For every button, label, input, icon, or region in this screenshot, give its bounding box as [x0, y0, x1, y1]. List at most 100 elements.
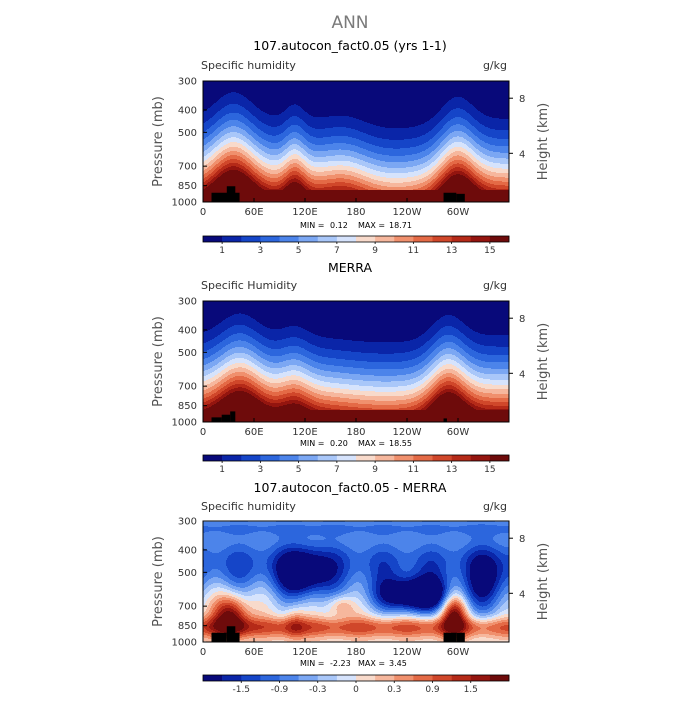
colorbar-label: 3 [258, 465, 264, 475]
max-label: MAX = [358, 439, 385, 448]
colorbar-swatch [490, 236, 509, 242]
chart-panel-1: 107.autocon_fact0.05 (yrs 1-1) Specific h… [151, 38, 551, 256]
field-label: Specific Humidity [201, 279, 298, 292]
x-tick-label: 180 [346, 207, 365, 218]
colorbar-label: 11 [408, 465, 419, 475]
y-tick-label: 300 [178, 297, 197, 308]
y-tick-label: 700 [178, 382, 197, 393]
chart-title: 107.autocon_fact0.05 (yrs 1-1) [253, 38, 447, 53]
colorbar-swatch [394, 236, 413, 242]
right-axis-title: Height (km) [536, 323, 551, 400]
height-tick-label: 4 [519, 369, 525, 380]
colorbar-swatch [280, 455, 299, 461]
units-label: g/kg [483, 500, 507, 513]
x-tick-label: 120E [292, 427, 317, 438]
min-label: MIN = [300, 439, 325, 448]
colorbar-swatch [299, 236, 318, 242]
height-tick-label: 4 [519, 149, 525, 160]
colorbar-swatch [394, 455, 413, 461]
colorbar-swatch [260, 455, 279, 461]
min-label: MIN = [300, 221, 325, 230]
chart-panel-3: 107.autocon_fact0.05 - MERRA Specific hum… [151, 480, 551, 695]
x-tick-label: 120W [393, 427, 422, 438]
height-tick-label: 8 [519, 94, 525, 105]
units-label: g/kg [483, 59, 507, 72]
max-value: 18.55 [389, 439, 412, 448]
min-value: 0.20 [330, 439, 348, 448]
chart-title: MERRA [328, 260, 373, 275]
x-tick-label: 60W [447, 207, 470, 218]
colorbar-swatch [490, 455, 509, 461]
colorbar-label: 7 [334, 246, 340, 256]
colorbar-label: 1 [219, 246, 225, 256]
colorbar-swatch [375, 236, 394, 242]
y-axis-title: Pressure (mb) [151, 316, 166, 407]
terrain-block [212, 193, 229, 202]
colorbar-swatch [356, 236, 375, 242]
terrain-block [234, 193, 240, 202]
x-tick-label: 120W [393, 207, 422, 218]
y-tick-label: 700 [178, 162, 197, 173]
colorbar-label: 13 [446, 465, 457, 475]
y-tick-label: 1000 [172, 198, 197, 209]
terrain-block [222, 415, 231, 422]
colorbar-swatch [413, 455, 432, 461]
colorbar-swatch [471, 236, 490, 242]
height-tick-label: 8 [519, 314, 525, 325]
terrain-block [444, 193, 457, 202]
y-tick-label: 850 [178, 401, 197, 412]
y-tick-label: 400 [178, 105, 197, 116]
max-label: MAX = [358, 221, 385, 230]
y-tick-label: 850 [178, 181, 197, 192]
field-label: Specific humidity [201, 59, 296, 72]
heatmap-raster [203, 301, 509, 422]
y-tick-label: 300 [178, 77, 197, 88]
colorbar-swatch [337, 236, 356, 242]
x-tick-label: 60E [244, 427, 263, 438]
terrain-block [230, 411, 235, 422]
colorbar-swatch [222, 455, 241, 461]
chart-title: 107.autocon_fact0.05 - MERRA [254, 480, 447, 495]
colorbar-label: 9 [372, 465, 378, 475]
colorbar-swatch [318, 455, 337, 461]
colorbar-swatch [413, 236, 432, 242]
colorbar-label: 13 [446, 246, 457, 256]
colorbar-label: 15 [484, 246, 495, 256]
right-axis-title: Height (km) [536, 103, 551, 180]
colorbar-swatch [337, 455, 356, 461]
x-tick-label: 0 [200, 207, 206, 218]
units-label: g/kg [483, 279, 507, 292]
min-value: 0.12 [330, 221, 348, 230]
colorbar-swatch [471, 455, 490, 461]
terrain-block [212, 417, 222, 422]
colorbar-swatch [433, 236, 452, 242]
colorbar-label: 5 [296, 246, 302, 256]
colorbar-swatch [222, 236, 241, 242]
colorbar-swatch [280, 236, 299, 242]
colorbar-swatch [241, 455, 260, 461]
x-tick-label: 0 [200, 427, 206, 438]
terrain-block [444, 418, 447, 422]
x-tick-label: 60W [447, 427, 470, 438]
colorbar-swatch [318, 236, 337, 242]
colorbar-swatch [241, 236, 260, 242]
colorbar-swatch [452, 455, 471, 461]
colorbar-label: 1 [219, 465, 225, 475]
colorbar-label: 7 [334, 465, 340, 475]
page-title: ANN [331, 13, 368, 33]
colorbar-swatch [299, 455, 318, 461]
x-tick-label: 180 [346, 427, 365, 438]
x-tick-label: 120E [292, 207, 317, 218]
colorbar-swatch [203, 236, 222, 242]
colorbar-label: 15 [484, 465, 495, 475]
y-tick-label: 500 [178, 128, 197, 139]
colorbar-swatch [433, 455, 452, 461]
colorbar-swatch [356, 455, 375, 461]
colorbar-swatch [375, 455, 394, 461]
field-label: Specific humidity [201, 500, 296, 513]
heatmap-raster [203, 81, 509, 202]
colorbar-swatch [203, 455, 222, 461]
